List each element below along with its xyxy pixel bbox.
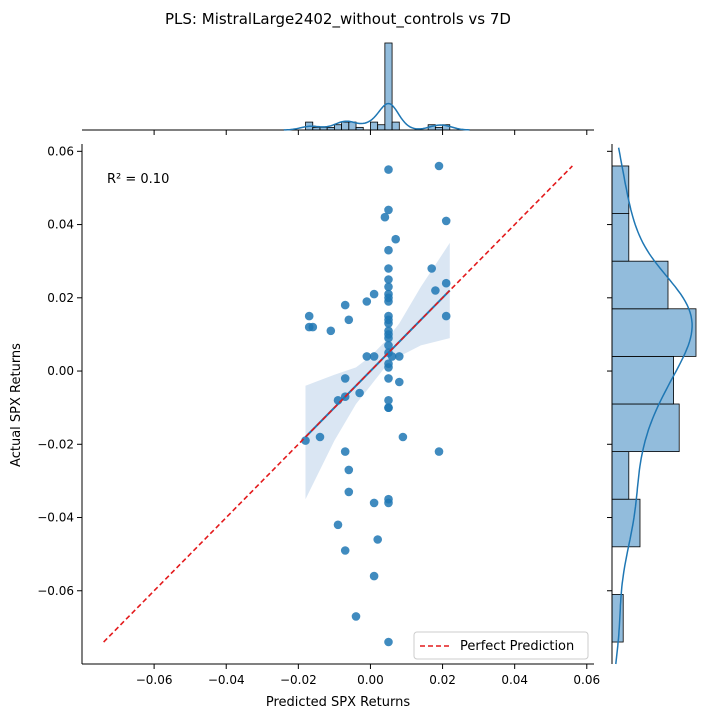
axes-layer: −0.06 −0.04 −0.02 0.00 0.02 0.04 0.06 0.06 0.04 0… [37,144,600,687]
scatter-point-16 [384,297,393,306]
y-hist-bar-6 [611,308,697,357]
y-tick-label-1: 0.04 [47,218,74,232]
scatter-point-49 [398,432,408,442]
scatter-point-50 [301,436,310,445]
y-tick-label-4: −0.02 [37,437,74,451]
scatter-point-12 [431,286,440,295]
scatter-point-4 [441,216,451,226]
chart-title: PLS: MistralLarge2402_without_controls v… [165,10,511,29]
perfect-prediction-line [103,165,573,643]
scatter-point-54 [344,487,354,497]
scatter-point-40 [340,374,350,383]
scatter-point-30 [384,333,393,343]
y-marginal-kde-curve [615,147,693,665]
scatter-point-6 [384,245,393,255]
scatter-point-63 [384,637,393,647]
scatter-point-62 [351,612,361,621]
scatter-point-58 [333,520,343,530]
r-squared-annotation: R² = 0.10 [107,172,169,187]
x-hist-bar-5 [341,121,350,131]
x-hist-bar-4 [333,124,343,131]
scatter-points-layer [301,161,451,647]
scatter-point-42 [355,388,364,398]
scatter-point-56 [369,498,379,508]
regression-confidence-band [305,242,450,500]
scatter-plot-area: −0.06 −0.04 −0.02 0.00 0.02 0.04 0.06 0.06 0.04 0… [37,144,600,687]
scatter-point-36 [395,352,404,361]
scatter-point-61 [369,571,379,581]
y-hist-bar-5 [611,355,674,405]
y-hist-bar-3 [611,451,630,500]
scatter-point-34 [369,352,379,361]
scatter-point-41 [395,377,404,387]
y-tick-label-3: 0.00 [47,364,74,378]
y-axis-label: Actual SPX Returns [9,343,24,467]
legend-perfect-prediction-label: Perfect Prediction [460,639,574,654]
scatter-point-47 [384,403,393,413]
scatter-point-9 [384,275,393,284]
x-marginal-kde-curve [283,102,470,131]
scatter-point-7 [427,264,437,273]
y-tick-label-2: 0.02 [47,291,74,305]
scatter-point-52 [434,447,444,456]
x-hist-bar-11 [384,42,393,131]
scatter-point-51 [340,447,350,456]
y-hist-bar-4 [611,403,680,453]
confidence-band-layer [305,242,450,500]
scatter-point-24 [384,319,393,328]
x-axis-label: Predicted SPX Returns [266,695,410,710]
y-tick-label-5: −0.04 [37,511,74,525]
x-tick-label-1: −0.04 [208,673,245,687]
x-tick-label-3: 0.00 [357,673,384,687]
scatter-point-23 [344,315,354,325]
legend: Perfect Prediction [413,631,589,660]
scatter-point-26 [304,322,314,332]
scatter-point-19 [304,311,314,321]
scatter-point-17 [362,297,372,306]
scatter-point-2 [384,205,393,215]
scatter-point-13 [369,289,379,299]
scatter-point-18 [340,300,350,310]
y-tick-label-0: 0.06 [47,144,74,158]
scatter-point-8 [384,264,393,273]
y-hist-bar-0 [611,594,624,643]
scatter-point-0 [384,165,393,174]
scatter-point-5 [391,234,401,244]
fit-lines-layer [103,165,573,643]
scatter-point-10 [441,278,451,288]
x-tick-label-6: 0.06 [573,673,600,687]
x-hist-bar-9 [370,121,379,131]
x-tick-label-0: −0.06 [136,673,173,687]
y-tick-label-6: −0.06 [37,584,74,598]
scatter-point-53 [344,465,354,475]
scatter-point-31 [384,341,393,350]
scatter-point-11 [384,282,393,292]
scatter-point-3 [380,212,390,222]
scatter-point-59 [373,535,383,544]
y-marginal-histogram [607,144,697,665]
scatter-point-57 [384,498,393,508]
scatter-point-33 [387,352,397,361]
x-tick-label-5: 0.04 [501,673,528,687]
scatter-point-38 [384,363,393,372]
x-hist-bar-12 [391,121,400,131]
x-tick-label-4: 0.02 [429,673,456,687]
scatter-point-44 [384,396,393,405]
x-marginal-histogram [82,42,594,135]
scatter-point-39 [384,374,393,383]
scatter-point-28 [326,326,336,336]
scatter-point-1 [434,161,444,171]
scatter-point-48 [315,432,325,442]
y-hist-bar-8 [611,213,630,262]
scatter-point-60 [340,546,350,555]
x-tick-label-2: −0.02 [280,673,317,687]
x-hist-bar-10 [377,124,386,131]
y-hist-bar-7 [611,260,669,310]
legend-box [413,631,589,660]
scatter-point-35 [362,352,372,361]
scatter-point-21 [441,311,451,321]
